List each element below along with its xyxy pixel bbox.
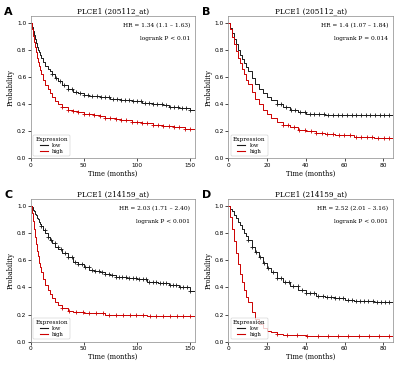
Y-axis label: Probability: Probability — [205, 252, 213, 289]
Text: logrank P < 0.001: logrank P < 0.001 — [136, 219, 190, 224]
Text: A: A — [4, 7, 13, 17]
Text: B: B — [202, 7, 210, 17]
Text: logrank P = 0.014: logrank P = 0.014 — [334, 36, 388, 41]
Legend: low, high: low, high — [231, 135, 268, 156]
Text: D: D — [202, 191, 211, 201]
Text: HR = 2.03 (1.71 – 2.40): HR = 2.03 (1.71 – 2.40) — [119, 206, 190, 211]
Y-axis label: Probability: Probability — [7, 252, 15, 289]
Text: HR = 1.4 (1.07 – 1.84): HR = 1.4 (1.07 – 1.84) — [321, 23, 388, 28]
X-axis label: Time (months): Time (months) — [286, 170, 335, 178]
Legend: low, high: low, high — [33, 318, 70, 339]
Legend: low, high: low, high — [33, 135, 70, 156]
Text: logrank P < 0.001: logrank P < 0.001 — [334, 219, 388, 224]
Title: PLCE1 (214159_at): PLCE1 (214159_at) — [275, 190, 347, 198]
Text: logrank P < 0.01: logrank P < 0.01 — [140, 36, 190, 41]
X-axis label: Time (months): Time (months) — [88, 353, 138, 361]
Text: HR = 2.52 (2.01 – 3.16): HR = 2.52 (2.01 – 3.16) — [317, 206, 388, 211]
X-axis label: Time (months): Time (months) — [88, 170, 138, 178]
Y-axis label: Probability: Probability — [205, 69, 213, 106]
Title: PLCE1 (205112_at): PLCE1 (205112_at) — [77, 7, 149, 15]
Text: C: C — [4, 191, 12, 201]
Legend: low, high: low, high — [231, 318, 268, 339]
Title: PLCE1 (205112_at): PLCE1 (205112_at) — [275, 7, 347, 15]
X-axis label: Time (months): Time (months) — [286, 353, 335, 361]
Text: HR = 1.34 (1.1 – 1.63): HR = 1.34 (1.1 – 1.63) — [123, 23, 190, 28]
Title: PLCE1 (214159_at): PLCE1 (214159_at) — [77, 190, 149, 198]
Y-axis label: Probability: Probability — [7, 69, 15, 106]
